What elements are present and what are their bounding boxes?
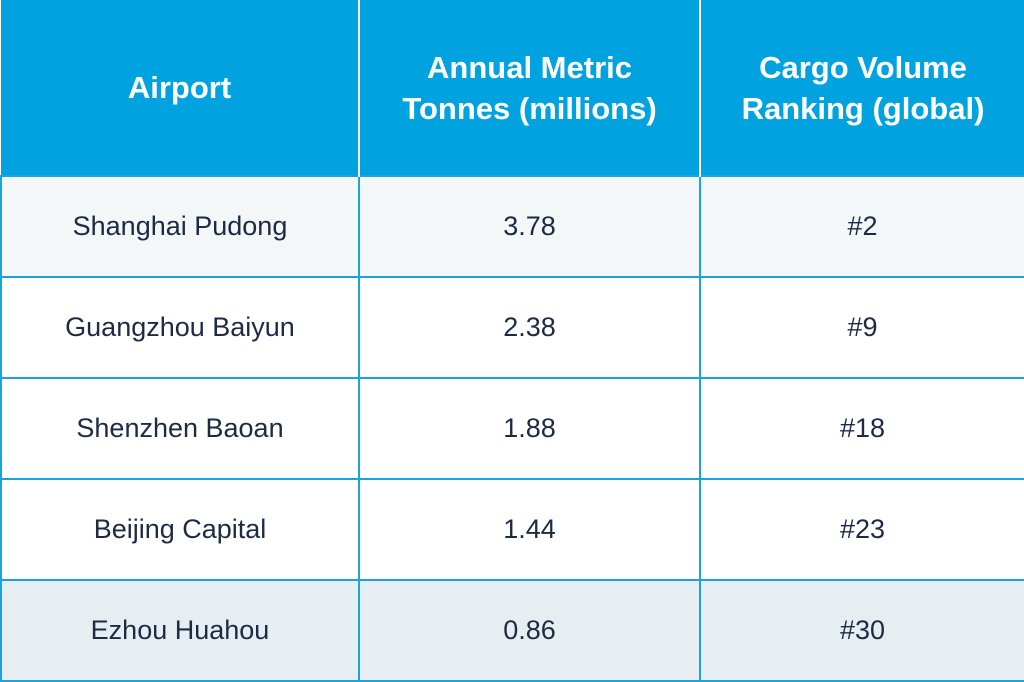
- cell-tonnes: 1.44: [358, 478, 701, 581]
- cell-airport: Shanghai Pudong: [0, 175, 360, 278]
- cell-ranking: #9: [699, 276, 1024, 379]
- cell-tonnes: 3.78: [358, 175, 701, 278]
- cell-airport: Guangzhou Baiyun: [0, 276, 360, 379]
- table-header: Airport Annual Metric Tonnes (millions) …: [1, 0, 1024, 176]
- cell-tonnes: 2.38: [358, 276, 701, 379]
- table-row: Shenzhen Baoan 1.88 #18: [0, 377, 1024, 480]
- cell-airport: Beijing Capital: [0, 478, 360, 581]
- cell-ranking: #23: [699, 478, 1024, 581]
- table-row: Ezhou Huahou 0.86 #30: [0, 579, 1024, 682]
- header-annual-tonnes: Annual Metric Tonnes (millions): [358, 0, 700, 176]
- header-cargo-ranking: Cargo Volume Ranking (global): [699, 0, 1024, 176]
- header-annual-tonnes-label: Annual Metric Tonnes (millions): [402, 49, 657, 126]
- table-body: Shanghai Pudong 3.78 #2 Guangzhou Baiyun…: [0, 175, 1024, 682]
- cell-airport: Ezhou Huahou: [0, 579, 360, 682]
- header-cargo-ranking-label: Cargo Volume Ranking (global): [741, 49, 985, 126]
- table-row: Beijing Capital 1.44 #23: [0, 478, 1024, 581]
- header-row: Airport Annual Metric Tonnes (millions) …: [1, 0, 1024, 176]
- header-airport: Airport: [1, 0, 359, 176]
- cell-ranking: #2: [699, 175, 1024, 278]
- cell-ranking: #30: [699, 579, 1024, 682]
- cell-tonnes: 1.88: [358, 377, 701, 480]
- cell-ranking: #18: [699, 377, 1024, 480]
- header-airport-label: Airport: [127, 70, 232, 105]
- cell-tonnes: 0.86: [358, 579, 701, 682]
- table-row: Guangzhou Baiyun 2.38 #9: [0, 276, 1024, 379]
- table-row: Shanghai Pudong 3.78 #2: [0, 175, 1024, 278]
- cell-airport: Shenzhen Baoan: [0, 377, 360, 480]
